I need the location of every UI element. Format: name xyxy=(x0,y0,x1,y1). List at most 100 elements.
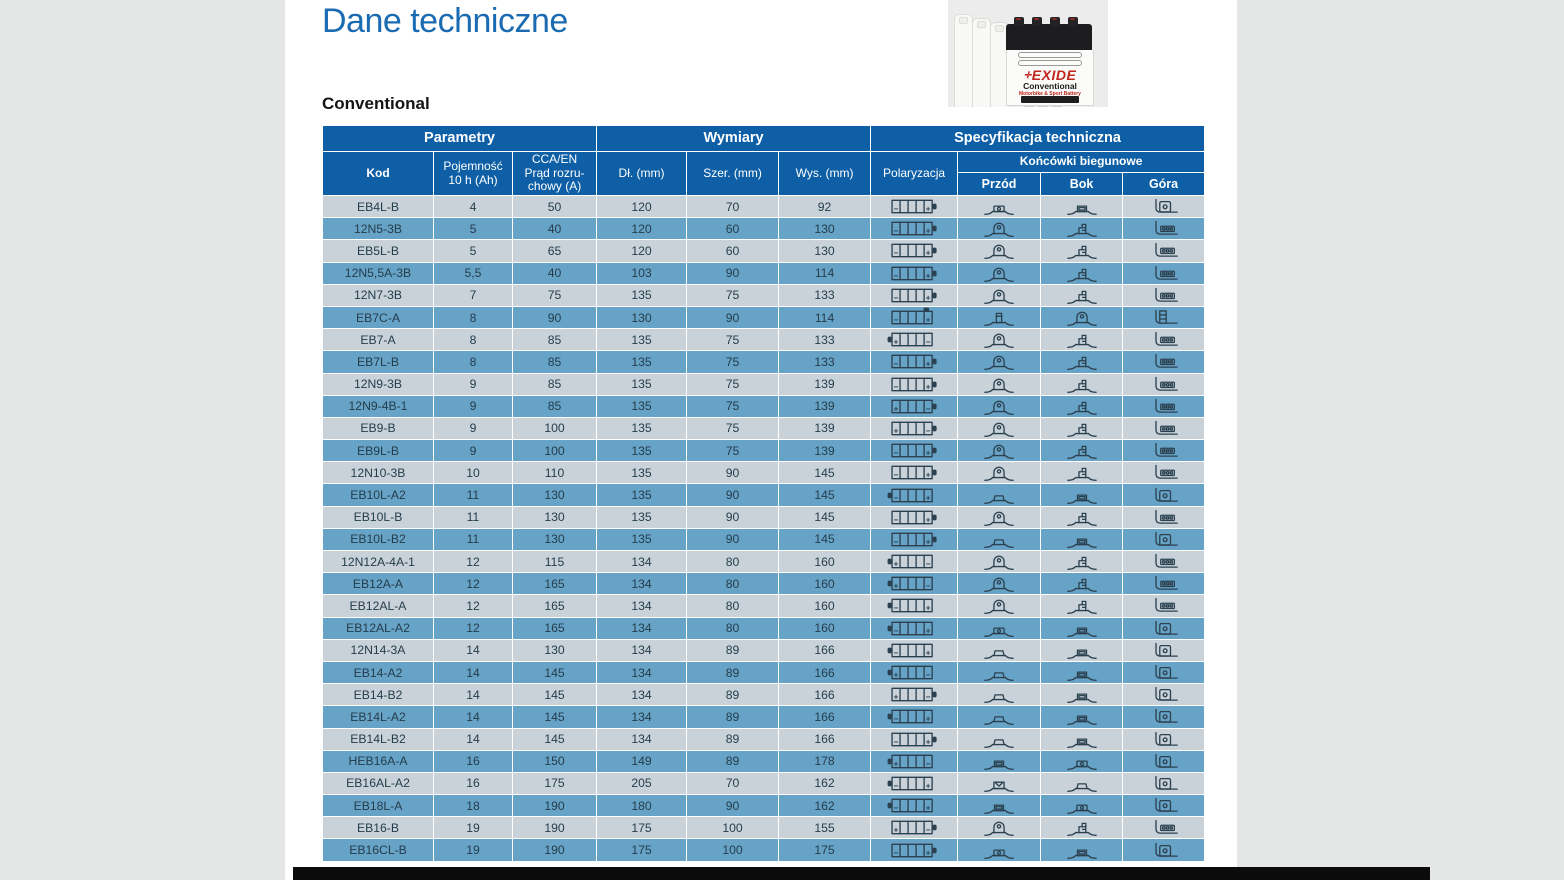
cell-width: 80 xyxy=(687,551,779,573)
cell-code: EB16CL-B xyxy=(323,839,433,861)
cell-height: 139 xyxy=(779,440,871,462)
svg-text:+: + xyxy=(926,382,931,391)
col-header-cca: CCA/EN Prąd rozru- chowy (A) xyxy=(513,152,597,195)
cell-length: 103 xyxy=(597,262,687,284)
svg-text:−: − xyxy=(894,471,899,480)
cell-cca: 130 xyxy=(513,528,597,550)
svg-text:−: − xyxy=(894,781,899,790)
polarity-icon: + − xyxy=(871,661,958,684)
cell-cca: 65 xyxy=(513,240,597,262)
front-terminal-icon xyxy=(958,440,1041,462)
cell-cca: 130 xyxy=(513,506,597,528)
table-row: EB9L-B 9 100 135 75 139− + xyxy=(323,440,1205,462)
top-terminal-icon xyxy=(1123,839,1205,861)
table-row: EB14L-A2 14 145 134 89 166− + xyxy=(323,706,1205,728)
acid-bottle xyxy=(954,14,973,107)
cell-height: 133 xyxy=(779,329,871,351)
svg-text:+: + xyxy=(926,737,931,746)
table-row: 12N12A-4A-1 12 115 134 80 160 + − xyxy=(323,551,1205,573)
side-terminal-icon xyxy=(1041,639,1123,661)
polarity-icon: − + xyxy=(871,462,958,484)
cell-cca: 145 xyxy=(513,728,597,750)
front-terminal-icon xyxy=(958,684,1041,706)
cell-capacity: 14 xyxy=(434,684,512,706)
cell-length: 135 xyxy=(597,329,687,351)
svg-text:+: + xyxy=(926,249,931,258)
svg-text:+: + xyxy=(926,271,931,280)
top-terminal-icon xyxy=(1123,506,1205,528)
cell-length: 134 xyxy=(597,684,687,706)
side-terminal-icon xyxy=(1041,306,1123,329)
cell-width: 89 xyxy=(687,728,779,750)
cell-width: 75 xyxy=(687,373,779,395)
cell-length: 135 xyxy=(597,506,687,528)
cell-code: EB14-A2 xyxy=(323,661,433,684)
side-terminal-icon xyxy=(1041,684,1123,706)
side-terminal-icon xyxy=(1041,506,1123,528)
polarity-icon: − + xyxy=(871,484,958,506)
group-header-specyfikacja: Specyfikacja techniczna xyxy=(871,126,1205,151)
cell-length: 135 xyxy=(597,462,687,484)
svg-text:−: − xyxy=(894,537,899,546)
front-terminal-icon xyxy=(958,351,1041,373)
polarity-icon: − + xyxy=(871,795,958,817)
cell-height: 145 xyxy=(779,506,871,528)
top-terminal-icon xyxy=(1123,595,1205,617)
cell-height: 178 xyxy=(779,750,871,772)
svg-text:+: + xyxy=(926,626,931,635)
polarity-icon: − + xyxy=(871,351,958,373)
polarity-icon: − + xyxy=(871,528,958,550)
cell-length: 134 xyxy=(597,728,687,750)
polarity-icon: − + xyxy=(871,839,958,861)
top-terminal-icon xyxy=(1123,639,1205,661)
cell-cca: 100 xyxy=(513,417,597,440)
cell-code: EB18L-A xyxy=(323,795,433,817)
cell-cca: 85 xyxy=(513,329,597,351)
svg-text:+: + xyxy=(926,360,931,369)
cell-code: EB12AL-A xyxy=(323,595,433,617)
polarity-icon: + − xyxy=(871,395,958,417)
cell-length: 134 xyxy=(597,595,687,617)
cell-capacity: 16 xyxy=(434,750,512,772)
top-terminal-icon xyxy=(1123,772,1205,795)
cell-code: 12N10-3B xyxy=(323,462,433,484)
battery-cap xyxy=(1050,17,1060,26)
col-header-bok: Bok xyxy=(1041,173,1123,195)
table-row: 12N14-3A 14 130 134 89 166− + xyxy=(323,639,1205,661)
svg-text:+: + xyxy=(926,493,931,502)
cell-height: 139 xyxy=(779,417,871,440)
polarity-icon: + − xyxy=(871,750,958,772)
cell-width: 75 xyxy=(687,284,779,306)
front-terminal-icon xyxy=(958,218,1041,240)
cell-height: 155 xyxy=(779,817,871,839)
svg-text:+: + xyxy=(894,826,899,835)
cell-height: 130 xyxy=(779,218,871,240)
side-terminal-icon xyxy=(1041,817,1123,839)
table-row: EB7C-A 8 90 130 90 114− + xyxy=(323,306,1205,329)
cell-capacity: 11 xyxy=(434,506,512,528)
side-terminal-icon xyxy=(1041,196,1123,218)
table-row: EB14L-B2 14 145 134 89 166− + xyxy=(323,728,1205,750)
cell-capacity: 11 xyxy=(434,528,512,550)
front-terminal-icon xyxy=(958,284,1041,306)
side-terminal-icon xyxy=(1041,528,1123,550)
side-terminal-icon xyxy=(1041,395,1123,417)
cell-code: EB16AL-A2 xyxy=(323,772,433,795)
polarity-icon: − + xyxy=(871,218,958,240)
table-row: EB16AL-A2 16 175 205 70 162− + xyxy=(323,772,1205,795)
svg-text:−: − xyxy=(894,626,899,635)
acid-bottle xyxy=(972,18,991,107)
polarity-icon: − + xyxy=(871,595,958,617)
cell-height: 139 xyxy=(779,373,871,395)
cell-height: 166 xyxy=(779,639,871,661)
polarity-icon: − + xyxy=(871,728,958,750)
side-terminal-icon xyxy=(1041,262,1123,284)
top-terminal-icon xyxy=(1123,617,1205,639)
cell-width: 75 xyxy=(687,329,779,351)
polarity-icon: + − xyxy=(871,684,958,706)
cell-capacity: 10 xyxy=(434,462,512,484)
col-header-koncowki: Końcówki biegunowe xyxy=(958,152,1205,172)
cell-code: EB5L-B xyxy=(323,240,433,262)
cell-height: 166 xyxy=(779,684,871,706)
brand-subline: Motorbike & Sport Battery xyxy=(1019,91,1081,98)
